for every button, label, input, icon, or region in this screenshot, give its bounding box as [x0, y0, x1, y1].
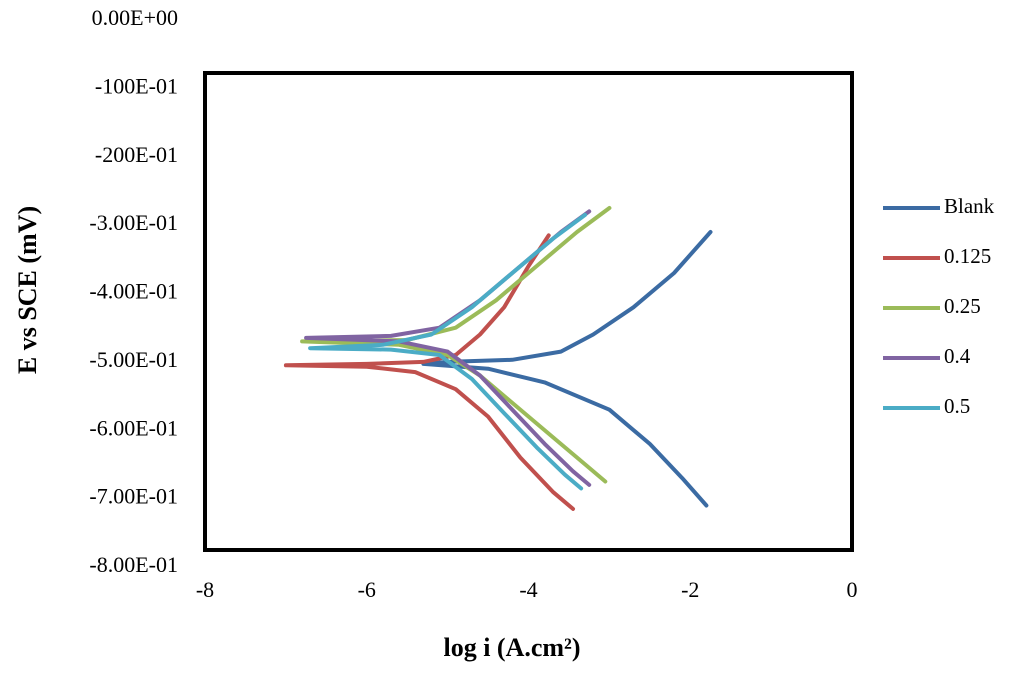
series-line	[308, 212, 588, 491]
y-tick-label: -5.00E-01	[89, 347, 178, 372]
series-line	[421, 230, 713, 508]
legend-label: Blank	[944, 194, 995, 218]
x-tick-label: 0	[847, 577, 858, 602]
y-tick-label: -200E-01	[95, 142, 178, 167]
legend-label: 0.5	[944, 394, 970, 418]
legend-label: 0.125	[944, 244, 991, 268]
y-tick-label: -3.00E-01	[89, 210, 178, 235]
series-line	[283, 233, 575, 511]
x-axis-title: log i (A.cm²)	[443, 633, 580, 662]
plot-frame	[203, 71, 854, 552]
x-tick-label: -6	[358, 577, 376, 602]
y-tick-label: -6.00E-01	[89, 415, 178, 440]
y-tick-label: -8.00E-01	[89, 552, 178, 577]
y-tick-label: 0.00E+00	[92, 5, 178, 30]
y-tick-label: -4.00E-01	[89, 279, 178, 304]
x-tick-label: -2	[681, 577, 699, 602]
x-tick-label: -4	[519, 577, 537, 602]
legend-label: 0.25	[944, 294, 981, 318]
y-tick-label: -7.00E-01	[89, 484, 178, 509]
legend-label: 0.4	[944, 344, 971, 368]
y-tick-label: -100E-01	[95, 73, 178, 98]
y-axis-title: E vs SCE (mV)	[13, 206, 42, 374]
x-tick-label: -8	[196, 577, 214, 602]
series-line	[300, 206, 612, 484]
